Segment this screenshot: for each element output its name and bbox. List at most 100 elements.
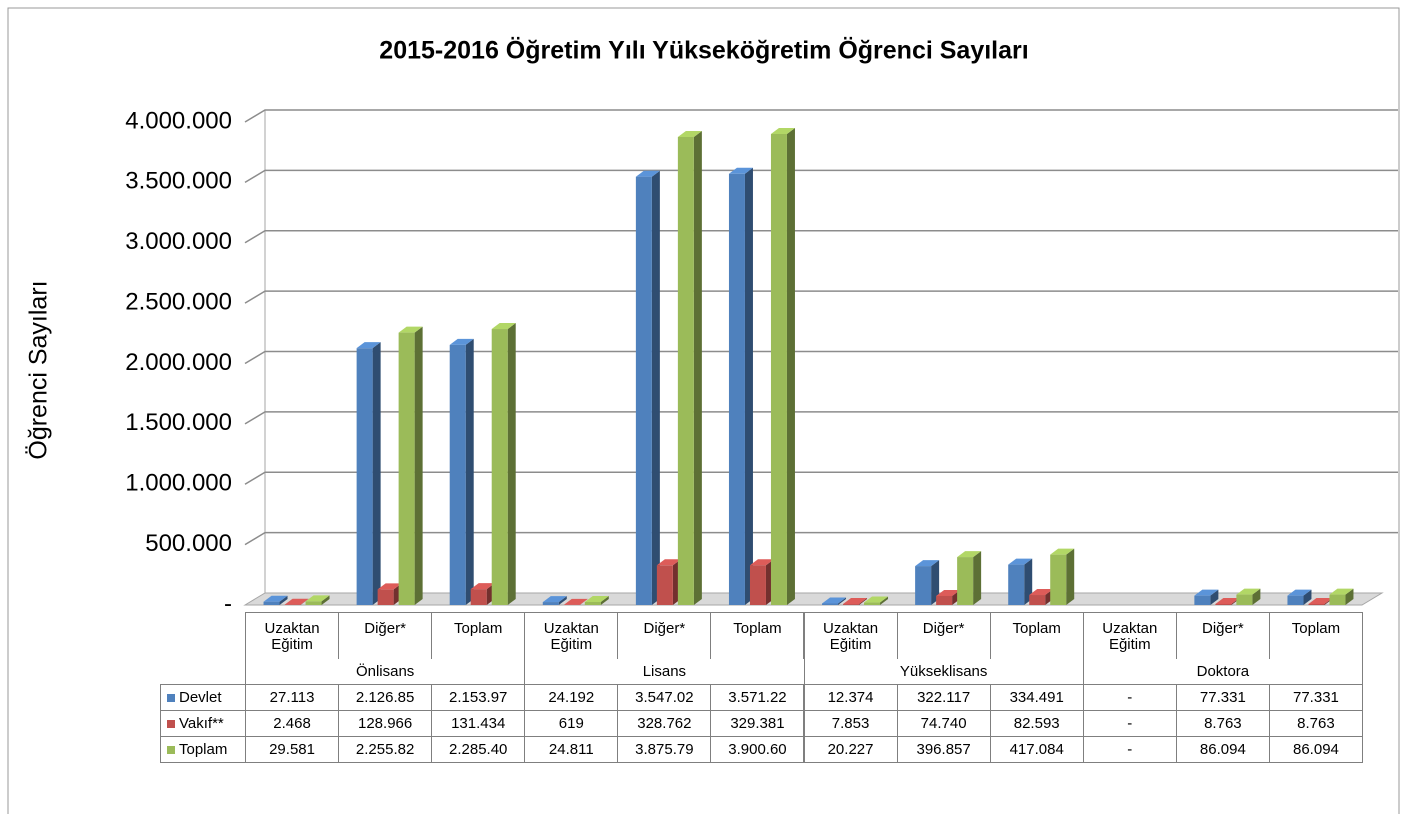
- bar: [356, 342, 381, 605]
- bar-top: [843, 598, 868, 605]
- category-label: Uzaktan Eğitim: [1082, 612, 1177, 660]
- bar-front: [677, 136, 694, 605]
- category-label: Diğer*: [617, 612, 712, 660]
- bar-front: [542, 602, 559, 605]
- bar-top: [822, 597, 847, 604]
- bar: [635, 170, 660, 606]
- bar-front: [1215, 603, 1232, 605]
- legend-label: Devlet: [179, 688, 222, 706]
- bar-side: [321, 595, 330, 605]
- table-value: 2.153.97: [431, 684, 526, 711]
- bar: [563, 598, 588, 605]
- bar-front: [1029, 595, 1046, 605]
- grid-line: [244, 471, 1398, 485]
- bar: [822, 597, 847, 605]
- bar-top: [491, 323, 516, 330]
- legend-key: [167, 745, 175, 754]
- bar-top: [284, 598, 309, 605]
- bar-side: [838, 597, 847, 605]
- floor: [243, 592, 1384, 606]
- bar-top: [449, 338, 474, 345]
- bar-front: [843, 604, 860, 605]
- bar: [1194, 589, 1219, 605]
- bar: [957, 551, 982, 605]
- y-tick-label: -: [224, 590, 232, 617]
- table-value: 24.192: [524, 684, 619, 711]
- legend-key: [167, 693, 175, 702]
- table-value: 86.094: [1175, 736, 1270, 763]
- grid-line: [244, 169, 1398, 184]
- bar-top: [356, 342, 381, 349]
- bar-front: [491, 329, 508, 605]
- bar-top: [1008, 558, 1033, 565]
- group-label: Yükseklisans: [803, 659, 1084, 685]
- bar-front: [635, 176, 652, 606]
- bar: [284, 598, 309, 605]
- bar-side: [579, 598, 588, 605]
- bar-top: [749, 559, 774, 566]
- y-tick-label: 4.000.000: [125, 107, 232, 134]
- table-value: 2.468: [245, 710, 340, 737]
- y-tick-label: 1.000.000: [125, 470, 232, 497]
- bar: [915, 560, 940, 605]
- chart-border: [7, 7, 1400, 814]
- table-value: 74.740: [896, 710, 991, 737]
- bar: [1050, 548, 1075, 605]
- bar-front: [770, 134, 787, 605]
- bar: [305, 595, 330, 605]
- bar-side: [651, 170, 660, 606]
- bar: [749, 559, 774, 605]
- table-value: 328.762: [617, 710, 712, 737]
- bar: [1329, 588, 1354, 605]
- table-value: 131.434: [431, 710, 526, 737]
- table-value: 77.331: [1268, 684, 1363, 711]
- bar-front: [449, 344, 466, 605]
- bar-front: [584, 602, 601, 605]
- category-label: Toplam: [710, 612, 805, 660]
- bar: [263, 595, 288, 605]
- bar-top: [915, 560, 940, 567]
- bar-front: [936, 595, 953, 605]
- bar-top: [936, 589, 961, 596]
- group-label: Lisans: [524, 659, 805, 685]
- bar-side: [1252, 588, 1261, 605]
- bar-front: [864, 602, 881, 605]
- table-value: -: [1082, 710, 1177, 737]
- bar-side: [1345, 588, 1354, 605]
- bar: [677, 130, 702, 605]
- bar-side: [786, 128, 795, 605]
- category-label: Diğer*: [338, 612, 433, 660]
- bar-side: [693, 130, 702, 605]
- bar-front: [915, 566, 932, 605]
- table-value: 24.811: [524, 736, 619, 763]
- bar-top: [957, 551, 982, 558]
- category-label: Uzaktan Eğitim: [803, 612, 898, 660]
- table-value: 77.331: [1175, 684, 1270, 711]
- category-label: Uzaktan Eğitim: [245, 612, 340, 660]
- bar: [491, 323, 516, 605]
- bar-front: [1194, 595, 1211, 605]
- table-value: 82.593: [989, 710, 1084, 737]
- category-label: Toplam: [989, 612, 1084, 660]
- bar-top: [263, 595, 288, 602]
- bar-front: [1308, 603, 1325, 605]
- bar-front: [728, 173, 745, 605]
- chart-title: 2015-2016 Öğretim Yılı Yükseköğretim Öğr…: [379, 36, 1028, 65]
- table-value: 3.875.79: [617, 736, 712, 763]
- bar: [1236, 588, 1261, 605]
- bar-front: [656, 565, 673, 605]
- table-value: 20.227: [803, 736, 898, 763]
- table-value: 12.374: [803, 684, 898, 711]
- category-label: Toplam: [431, 612, 526, 660]
- grid-line: [244, 350, 1398, 365]
- bar-top: [656, 559, 681, 566]
- bar-side: [1303, 589, 1312, 605]
- bar-top: [770, 128, 795, 135]
- bar-top: [1194, 589, 1219, 596]
- table-value: 8.763: [1268, 710, 1363, 737]
- bar-front: [356, 348, 373, 605]
- bar-side: [279, 595, 288, 605]
- bar-front: [1236, 594, 1253, 605]
- category-label: Uzaktan Eğitim: [524, 612, 619, 660]
